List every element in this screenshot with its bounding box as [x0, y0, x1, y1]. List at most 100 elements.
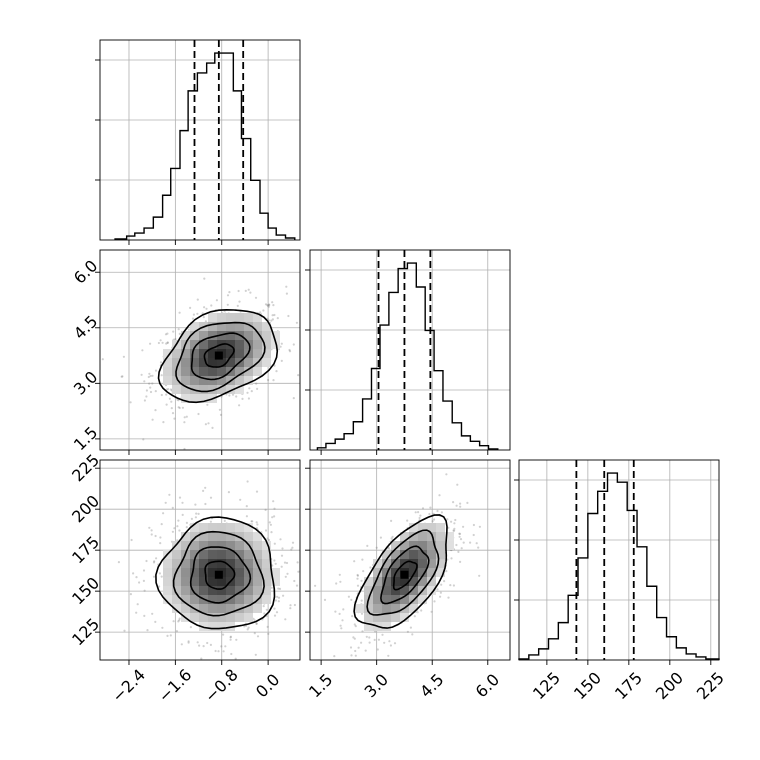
- x-tick-label: 200: [652, 668, 687, 703]
- scatter-point: [264, 303, 268, 306]
- density-cell: [208, 595, 217, 604]
- scatter-point: [455, 543, 458, 547]
- scatter-point: [238, 300, 241, 303]
- scatter-point: [347, 595, 350, 598]
- density-cell: [217, 586, 226, 595]
- density-cell: [181, 595, 190, 604]
- density-cell: [208, 568, 217, 577]
- density-cell: [400, 577, 409, 586]
- scatter-point: [162, 512, 165, 515]
- scatter-point: [478, 525, 481, 528]
- density-cell: [181, 349, 190, 358]
- scatter-point: [209, 496, 213, 499]
- scatter-point: [285, 561, 289, 565]
- scatter-point: [238, 404, 241, 407]
- scatter-point: [280, 565, 283, 568]
- scatter-point: [278, 587, 282, 591]
- scatter-point: [154, 620, 157, 624]
- scatter-point: [181, 406, 184, 409]
- y-tick-label: 4.5: [70, 312, 101, 343]
- density-cell: [208, 604, 217, 613]
- contour-level-3: [366, 529, 440, 616]
- y-tick-label: 200: [68, 491, 103, 526]
- density-cell: [436, 532, 445, 541]
- scatter-point: [273, 607, 276, 610]
- density-cell: [244, 358, 253, 367]
- y-tick-label: 150: [68, 573, 103, 608]
- density-cell: [409, 532, 418, 541]
- scatter-point: [178, 617, 181, 620]
- scatter-point: [149, 390, 153, 394]
- contour-level-3: [175, 321, 266, 393]
- density-cell: [400, 541, 409, 550]
- scatter-point: [178, 311, 181, 314]
- scatter-point: [458, 532, 461, 535]
- scatter-point: [196, 298, 199, 301]
- scatter-point: [383, 641, 386, 644]
- density-cell: [373, 586, 382, 595]
- scatter-point: [438, 494, 441, 497]
- scatter-point: [129, 401, 132, 404]
- scatter-point: [178, 332, 181, 335]
- density-cell: [235, 349, 244, 358]
- density-cell: [364, 604, 373, 613]
- scatter-point: [433, 600, 436, 603]
- scatter-point: [433, 518, 436, 521]
- scatter-point: [277, 596, 281, 599]
- density-cell: [436, 523, 445, 532]
- scatter-point: [267, 538, 271, 542]
- scatter-point: [368, 636, 371, 639]
- scatter-point: [452, 584, 455, 587]
- scatter-point: [361, 630, 364, 633]
- y-tick-label: 225: [68, 450, 103, 485]
- scatter-point: [262, 309, 265, 312]
- density-cell: [190, 349, 199, 358]
- scatter-point: [285, 292, 288, 295]
- scatter-point: [181, 513, 184, 517]
- scatter-point: [183, 447, 186, 451]
- scatter-point: [450, 557, 453, 560]
- scatter-point: [197, 512, 200, 516]
- scatter-point: [447, 596, 450, 599]
- density-cell: [235, 559, 244, 568]
- scatter-point: [275, 611, 279, 614]
- scatter-point: [247, 397, 250, 400]
- scatter-point: [129, 593, 132, 596]
- density-cell: [163, 559, 172, 568]
- scatter-point: [150, 533, 153, 536]
- scatter-point: [145, 389, 148, 392]
- scatter-point: [165, 388, 168, 391]
- scatter-point: [266, 317, 269, 320]
- scatter-point: [458, 532, 462, 536]
- density-cell: [244, 532, 253, 541]
- scatter-point: [373, 638, 376, 642]
- scatter-point: [177, 399, 180, 402]
- scatter-point: [406, 630, 409, 633]
- density-cell: [418, 541, 427, 550]
- density-cell: [163, 577, 172, 586]
- scatter-point: [153, 560, 156, 563]
- density-cell: [190, 340, 199, 349]
- density-cell: [244, 367, 253, 376]
- scatter-point: [160, 393, 163, 397]
- scatter-point: [284, 618, 287, 621]
- density-cell: [262, 559, 271, 568]
- density-cell: [262, 586, 271, 595]
- scatter-point: [478, 574, 481, 577]
- density-cell: [235, 313, 244, 322]
- scatter-point: [151, 612, 154, 615]
- scatter-point: [255, 382, 258, 385]
- y-tick-label: 1.5: [70, 423, 101, 454]
- scatter-point: [256, 387, 259, 390]
- scatter-point: [455, 504, 458, 507]
- scatter-point: [277, 587, 280, 590]
- density-cell: [382, 595, 391, 604]
- density-cell: [181, 577, 190, 586]
- scatter-point: [290, 548, 293, 551]
- scatter-point: [211, 426, 214, 429]
- scatter-point: [377, 638, 380, 641]
- density-cell: [235, 568, 244, 577]
- scatter-point: [203, 277, 206, 280]
- scatter-point: [183, 421, 186, 424]
- density-cell: [217, 322, 226, 331]
